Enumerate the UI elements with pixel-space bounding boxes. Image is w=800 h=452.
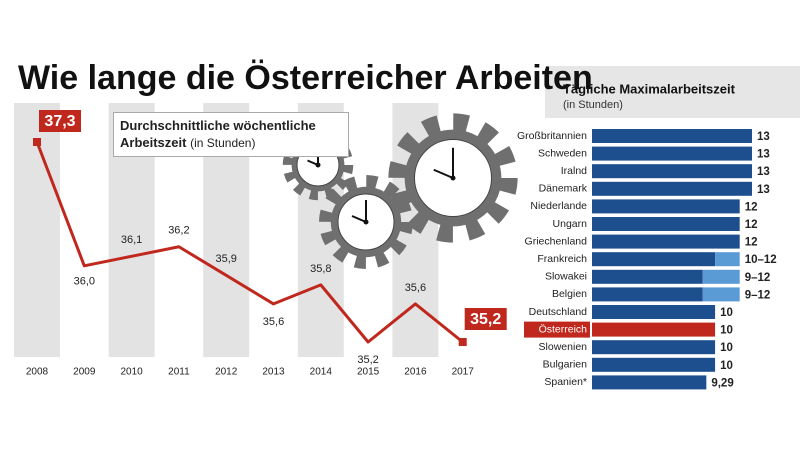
bar-chart-unit: (in Stunden) xyxy=(563,99,623,111)
highlight-bg xyxy=(524,321,590,338)
value-label: 35,6 xyxy=(263,316,284,328)
category-label: Österreich xyxy=(539,323,588,335)
category-label: Schweden xyxy=(538,147,587,159)
bar xyxy=(592,252,716,267)
value-label: 10 xyxy=(720,342,733,354)
bar xyxy=(592,340,716,355)
value-label: 12 xyxy=(745,219,758,231)
category-label: Niederlande xyxy=(530,200,587,212)
category-label: Bulgarien xyxy=(543,359,588,371)
value-label: 37,3 xyxy=(44,113,75,130)
x-tick-label: 2017 xyxy=(452,367,475,378)
clock-center xyxy=(363,219,369,225)
x-tick-label: 2016 xyxy=(404,367,427,378)
x-tick-label: 2010 xyxy=(120,367,143,378)
line xyxy=(35,141,464,344)
bar xyxy=(592,269,703,284)
line-chart-title: Durchschnittliche wöchentliche Arbeitsze… xyxy=(120,118,316,150)
value-label: 13 xyxy=(757,131,770,143)
clock-hand xyxy=(433,168,454,179)
label-box xyxy=(39,110,81,132)
value-label: 9,29 xyxy=(711,377,733,389)
value-label: 10 xyxy=(720,325,733,337)
value-label: 36,0 xyxy=(74,276,95,288)
bar-range xyxy=(702,287,740,302)
bar-range xyxy=(715,252,740,267)
value-label: 35,2 xyxy=(357,354,378,366)
bar xyxy=(592,146,752,161)
value-label: 13 xyxy=(757,166,770,178)
category-label: Griechenland xyxy=(525,235,588,247)
bar xyxy=(592,375,707,390)
bar xyxy=(592,199,740,214)
bar-chart-title: Tägliche Maximalarbeitszeit xyxy=(563,81,736,96)
line-chart-heading: Durchschnittliche wöchentliche Arbeitsze… xyxy=(113,112,349,157)
bar-range xyxy=(702,269,740,284)
point-marker xyxy=(33,138,41,146)
value-label: 9–12 xyxy=(745,272,771,284)
value-label: 36,2 xyxy=(168,225,189,237)
value-label: 35,6 xyxy=(405,282,426,294)
page-title: Wie lange die Österreicher Arbeiten xyxy=(18,59,593,97)
bar xyxy=(592,234,740,249)
value-label: 35,8 xyxy=(310,263,331,275)
bar xyxy=(592,305,716,319)
category-label: Ungarn xyxy=(553,218,588,230)
point-marker xyxy=(458,338,467,346)
bar xyxy=(592,357,716,372)
category-label: Spanien* xyxy=(544,376,587,388)
line-chart-unit: (in Stunden) xyxy=(190,136,256,150)
category-label: Slowakei xyxy=(545,271,587,283)
bar xyxy=(592,287,703,302)
category-label: Deutschland xyxy=(529,306,588,318)
clock-hand xyxy=(351,215,367,223)
category-label: Frankreich xyxy=(537,253,587,265)
clock-center xyxy=(315,162,321,168)
value-label: 13 xyxy=(757,184,770,196)
x-tick-label: 2008 xyxy=(26,367,49,378)
bar xyxy=(592,217,740,231)
bar xyxy=(592,181,752,196)
value-label: 10 xyxy=(720,360,733,372)
value-label: 13 xyxy=(757,149,770,161)
x-tick-label: 2015 xyxy=(357,367,380,378)
category-label: Belgien xyxy=(552,288,587,300)
category-label: Großbritannien xyxy=(517,130,587,142)
x-tick-label: 2012 xyxy=(215,367,238,378)
x-tick-label: 2011 xyxy=(168,367,190,378)
category-label: Iralnd xyxy=(561,165,587,177)
value-label: 12 xyxy=(745,237,758,249)
clock-center xyxy=(450,175,456,181)
x-tick-label: 2009 xyxy=(73,367,96,378)
bar xyxy=(592,129,752,143)
gear-teeth xyxy=(388,113,518,243)
category-label: Slowenien xyxy=(539,341,588,353)
x-tick-label: 2013 xyxy=(262,367,285,378)
label-box xyxy=(464,308,507,330)
gear-teeth xyxy=(282,129,354,201)
value-label: 10 xyxy=(720,307,733,319)
value-label: 9–12 xyxy=(745,289,771,301)
value-label: 36,1 xyxy=(121,234,142,246)
bar-header-bg xyxy=(545,66,800,118)
value-label: 12 xyxy=(745,201,758,213)
value-label: 10–12 xyxy=(745,254,777,266)
category-label: Dänemark xyxy=(539,183,588,195)
bar xyxy=(592,322,716,337)
value-label: 35,2 xyxy=(470,311,501,328)
value-label: 35,9 xyxy=(215,253,236,265)
gear-teeth xyxy=(319,175,413,269)
bar xyxy=(592,164,752,179)
x-tick-label: 2014 xyxy=(310,367,333,378)
